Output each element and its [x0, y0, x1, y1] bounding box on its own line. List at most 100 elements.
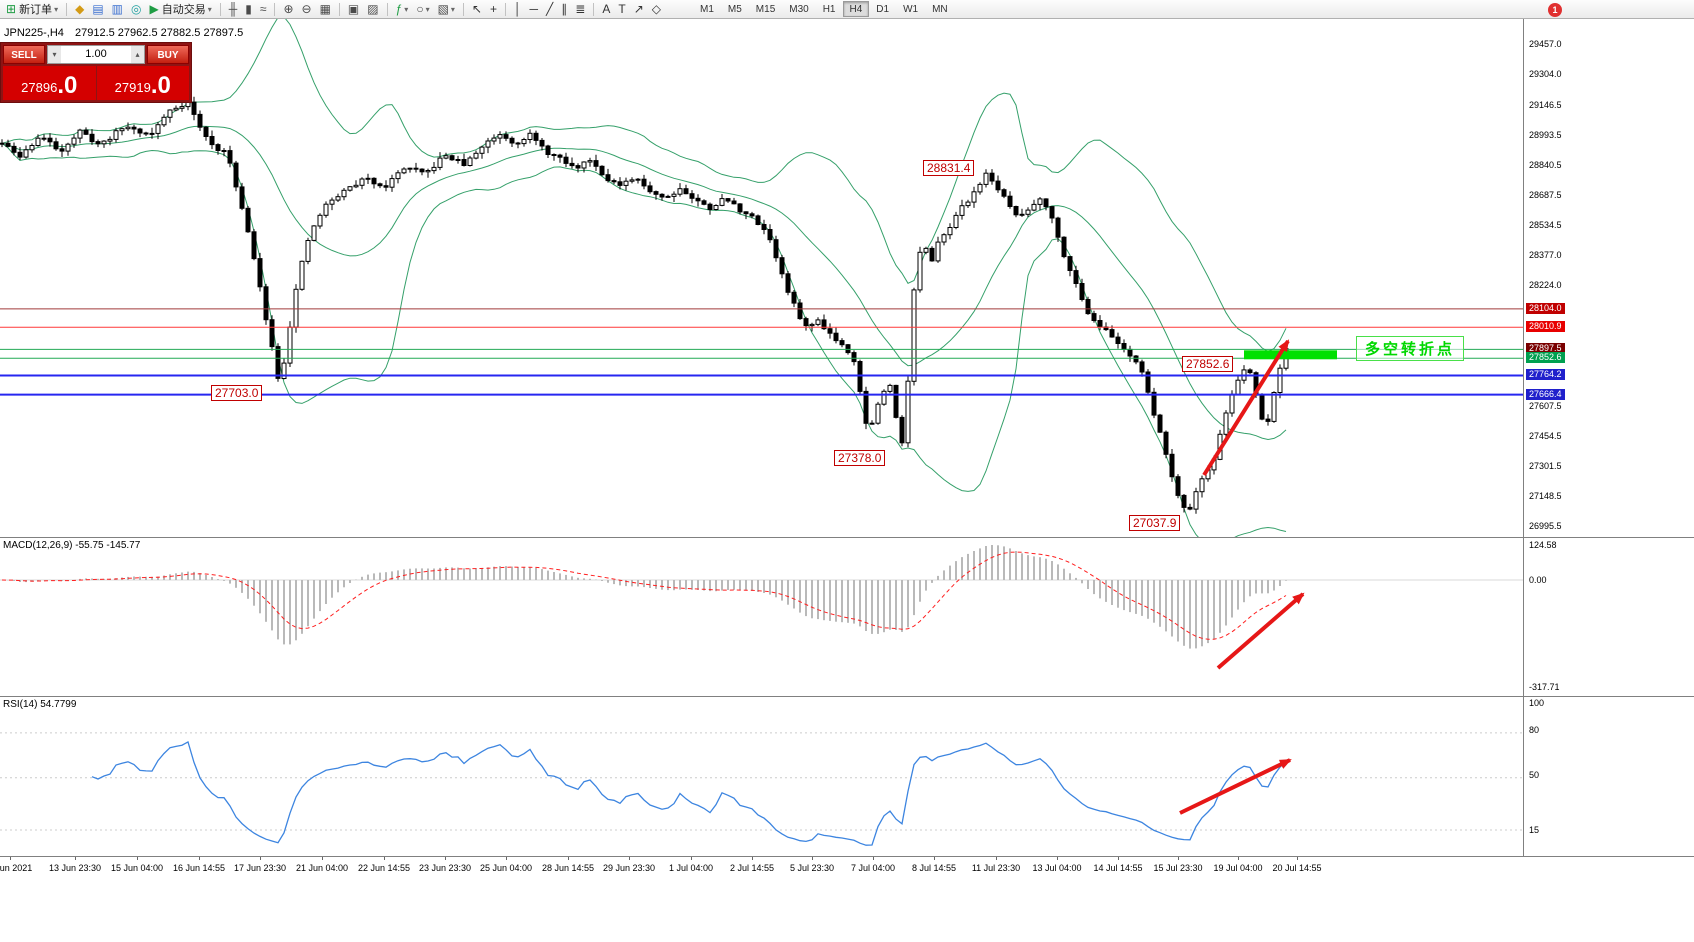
sell-button[interactable]: SELL: [3, 45, 45, 64]
time-tick: [260, 857, 261, 860]
notification-badge[interactable]: 1: [1548, 3, 1562, 17]
main-chart[interactable]: JPN225-,H4 27912.5 27962.5 27882.5 27897…: [0, 19, 1523, 537]
strategy-tester-icon[interactable]: ◎: [127, 1, 145, 18]
toolbar-separator: [219, 2, 221, 16]
autotrading-button[interactable]: ▶ 自动交易 ▾: [145, 1, 215, 18]
timeframe-m1[interactable]: M1: [699, 4, 714, 15]
arrow-tool-icon[interactable]: ↗: [630, 1, 648, 18]
timeframe-h1[interactable]: H1: [822, 4, 836, 15]
market-watch-icon[interactable]: ▤: [88, 1, 107, 18]
axis-tick-label: 100: [1529, 698, 1545, 708]
zoom-in-icon-glyph: ⊕: [283, 2, 294, 16]
zoom-out-icon[interactable]: ⊖: [298, 1, 316, 18]
tile-windows-icon[interactable]: ▣: [344, 1, 363, 18]
autotrading-button-glyph: ▶: [149, 2, 159, 16]
axis-tick-label: 80: [1529, 725, 1540, 735]
time-axis[interactable]: 9 Jun 2021 13 Jun 23:30 15 Jun 04:00 16 Jun…: [0, 857, 1694, 879]
zoom-in-icon[interactable]: ⊕: [279, 1, 297, 18]
time-tick: [996, 857, 997, 860]
autotrading-button-label: 自动交易: [161, 4, 206, 16]
rsi-panel[interactable]: RSI(14) 54.7799: [0, 697, 1523, 855]
time-tick-label: 14 Jul 14:55: [1093, 863, 1143, 873]
macd-chart[interactable]: [0, 538, 1523, 696]
candles: [0, 96, 1289, 514]
candlestick-chart-icon[interactable]: ▮: [241, 1, 256, 18]
templates-icon-glyph: ▧: [437, 2, 449, 16]
indicators-icon[interactable]: ƒ ▾: [392, 1, 413, 18]
chevron-down-icon: ▾: [54, 4, 59, 14]
timeframe-mn[interactable]: MN: [932, 4, 948, 15]
new-order-button[interactable]: ⊞ 新订单 ▾: [2, 1, 62, 18]
time-tick: [75, 857, 76, 860]
panel-divider[interactable]: [0, 696, 1694, 697]
text-label-icon-glyph: T: [618, 2, 626, 16]
channel-icon[interactable]: ∥: [557, 1, 571, 18]
time-tick-label: 17 Jun 23:30: [233, 863, 287, 873]
buy-button[interactable]: BUY: [147, 45, 189, 64]
axis-tick-label: 28840.5: [1529, 159, 1562, 170]
timeframe-m15[interactable]: M15: [755, 4, 776, 15]
time-tick: [322, 857, 323, 860]
navigator-icon[interactable]: ◆: [71, 1, 88, 18]
navigator-icon-glyph: ◆: [75, 2, 85, 16]
grid-icon[interactable]: ▦: [316, 1, 335, 18]
line-chart-icon-glyph: ≈: [259, 2, 267, 16]
channel-icon-glyph: ∥: [561, 2, 568, 16]
trend-arrow[interactable]: [1179, 758, 1292, 815]
trend-arrow[interactable]: [1202, 339, 1290, 477]
candlestick-chart-icon-glyph: ▮: [245, 2, 252, 16]
price-label[interactable]: 27378.0: [834, 450, 886, 466]
price-label[interactable]: 28831.4: [923, 160, 975, 176]
price-label[interactable]: 27703.0: [211, 385, 263, 401]
rsi-chart[interactable]: [0, 697, 1523, 855]
vertical-line-icon-glyph: │: [514, 2, 522, 16]
buy-price[interactable]: 27919.0: [96, 66, 189, 100]
axis-tick-label: 27148.5: [1529, 491, 1562, 501]
axis-tick-label: 28224.0: [1529, 280, 1562, 291]
volume-up-button[interactable]: ▴: [131, 46, 144, 63]
cursor-icon[interactable]: ↖: [468, 1, 486, 18]
price-chart[interactable]: [0, 19, 1523, 537]
trend-arrow[interactable]: [1216, 592, 1305, 670]
timeframe-h4[interactable]: H4: [842, 1, 870, 17]
templates-icon[interactable]: ▧ ▾: [434, 1, 459, 18]
panel-divider[interactable]: [0, 537, 1694, 538]
price-axis[interactable]: 29457.0 29304.0 29146.5 28993.5 28840.5 28687…: [1523, 19, 1694, 856]
timeframe-d1[interactable]: D1: [876, 4, 890, 15]
zoom-out-icon-glyph: ⊖: [301, 2, 312, 16]
sell-price[interactable]: 27896.0: [3, 66, 96, 100]
volume-stepper[interactable]: ▾ 1.00 ▴: [47, 45, 145, 64]
time-tick-label: 20 Jul 14:55: [1272, 863, 1322, 873]
crosshair-icon[interactable]: +: [486, 1, 501, 18]
line-chart-icon[interactable]: ≈: [256, 1, 271, 18]
auto-arrange-icon[interactable]: ▨: [363, 1, 382, 18]
timeframe-m5[interactable]: M5: [727, 4, 742, 15]
toolbar-separator: [274, 2, 276, 16]
shapes-icon[interactable]: ◇: [648, 1, 665, 18]
volume-down-button[interactable]: ▾: [48, 46, 61, 63]
vertical-line-icon[interactable]: │: [510, 1, 526, 18]
price-label[interactable]: 27852.6: [1182, 356, 1234, 372]
buy-price-main: 27919: [114, 80, 151, 95]
axis-tick-label: 124.58: [1529, 540, 1557, 550]
price-label[interactable]: 27037.9: [1129, 515, 1181, 531]
time-tick-label: 1 Jul 04:00: [668, 863, 714, 873]
trendline-icon-glyph: ╱: [546, 2, 554, 16]
toolbar-buttons: ⊞ 新订单 ▾ ◆ ▤ ▥ ◎ ▶ 自动交易 ▾ ╫ ▮ ≈ ⊕ ⊖ ▦ ▣ ▨ ƒ ▾ ○ ▾ ▧ ▾ ↖ + │ ─ ╱ ∥ ≣ A T ↗ ◇: [2, 0, 665, 18]
macd-panel[interactable]: MACD(12,26,9) -55.75 -145.77: [0, 538, 1523, 696]
terminal-icon[interactable]: ▥: [108, 1, 127, 18]
timeframe-m30[interactable]: M30: [789, 4, 809, 15]
timeframe-w1[interactable]: W1: [903, 4, 919, 15]
horizontal-line-icon[interactable]: ─: [526, 1, 543, 18]
symbol-period-label: JPN225-,H4: [4, 27, 64, 39]
fibonacci-icon[interactable]: ≣: [571, 1, 589, 18]
turning-point-highlight[interactable]: [1244, 350, 1337, 360]
trendline-icon[interactable]: ╱: [542, 1, 557, 18]
periods-icon[interactable]: ○ ▾: [412, 1, 433, 18]
text-icon[interactable]: A: [598, 1, 614, 18]
bollinger-bands: [1, 19, 1287, 537]
bar-chart-icon[interactable]: ╫: [225, 1, 242, 18]
text-label-icon[interactable]: T: [614, 1, 629, 18]
volume-value[interactable]: 1.00: [85, 48, 107, 60]
ohlc-values: 27912.5 27962.5 27882.5 27897.5: [74, 27, 244, 39]
